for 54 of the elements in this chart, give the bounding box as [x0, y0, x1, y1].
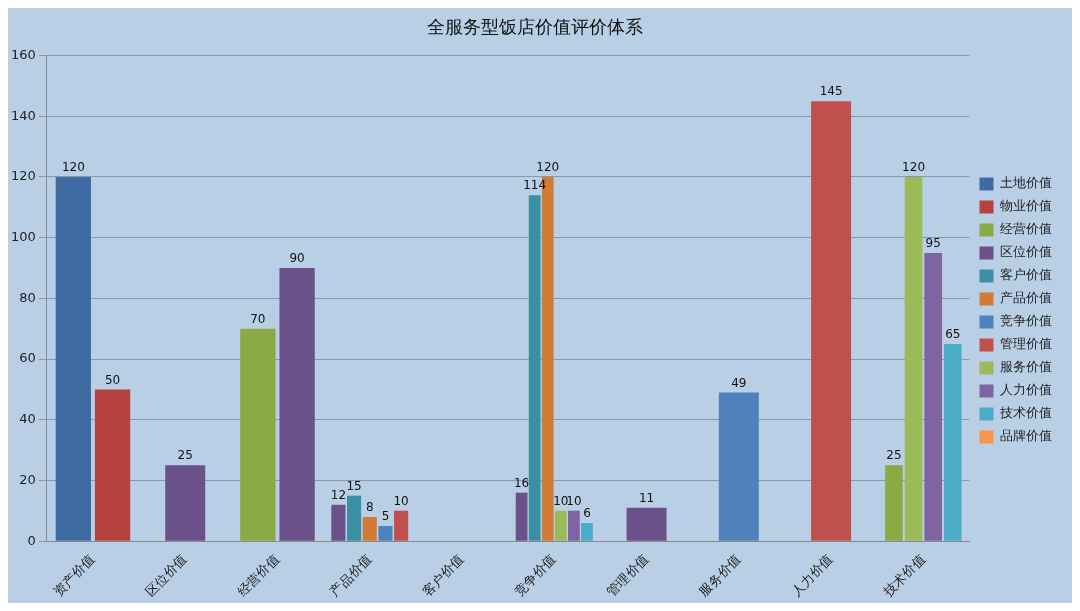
data-label: 10 — [553, 493, 569, 508]
legend-label: 技术价值 — [999, 405, 1052, 421]
y-tick-label: 0 — [27, 532, 36, 548]
x-tick-label: 竞争价值 — [511, 551, 559, 599]
y-tick-label: 100 — [10, 229, 36, 245]
x-tick-label: 客户价值 — [419, 551, 467, 599]
y-tick-label: 140 — [10, 107, 36, 123]
y-tick-label: 20 — [19, 471, 36, 487]
data-label: 25 — [177, 448, 193, 463]
legend-label: 土地价值 — [1000, 175, 1052, 191]
data-label: 90 — [289, 251, 305, 266]
legend-label: 品牌价值 — [1000, 428, 1052, 444]
x-tick-label: 管理价值 — [603, 551, 652, 599]
data-label: 16 — [513, 475, 530, 490]
x-tick-label: 经营价值 — [234, 551, 282, 599]
legend-label: 竞争价值 — [1000, 313, 1052, 329]
data-label: 12 — [330, 487, 347, 502]
data-label: 95 — [925, 236, 941, 250]
data-label: 10 — [566, 493, 582, 508]
data-label: 25 — [886, 448, 902, 463]
data-label: 50 — [104, 372, 121, 387]
legend-label: 人力价值 — [1000, 382, 1052, 398]
legend-label: 客户价值 — [1000, 267, 1052, 283]
x-tick-label: 产品价值 — [326, 551, 375, 599]
data-label: 49 — [731, 375, 747, 390]
x-tick-label: 人力价值 — [788, 551, 836, 599]
data-label: 15 — [346, 478, 362, 493]
data-label: 120 — [902, 160, 926, 175]
y-tick-label: 40 — [19, 411, 36, 427]
data-label: 11 — [638, 490, 655, 505]
legend-label: 产品价值 — [1000, 290, 1052, 306]
x-tick-label: 资产价值 — [50, 551, 98, 599]
y-tick-label: 60 — [19, 350, 36, 366]
y-tick-label: 160 — [10, 46, 36, 62]
data-label: 10 — [393, 493, 409, 508]
legend-label: 服务价值 — [1000, 359, 1052, 375]
y-tick-label: 120 — [10, 168, 36, 184]
legend-label: 经营价值 — [1000, 221, 1052, 237]
data-label: 6 — [583, 506, 591, 521]
data-label: 5 — [381, 509, 390, 524]
data-label: 120 — [61, 160, 85, 175]
legend-label: 区位价值 — [1000, 244, 1052, 260]
data-label: 8 — [365, 500, 374, 515]
x-tick-label: 服务价值 — [695, 551, 744, 599]
data-label: 65 — [945, 327, 961, 342]
chart-title: 全服务型饭店价值评价体系 — [427, 16, 643, 38]
legend-label: 管理价值 — [1000, 336, 1052, 352]
y-tick-label: 80 — [19, 289, 36, 305]
legend-label: 物业价值 — [1000, 198, 1052, 214]
data-label: 145 — [819, 84, 843, 99]
data-label: 120 — [536, 160, 560, 175]
x-tick-label: 区位价值 — [142, 551, 190, 599]
x-tick-label: 技术价值 — [879, 551, 928, 600]
data-label: 70 — [250, 311, 266, 326]
